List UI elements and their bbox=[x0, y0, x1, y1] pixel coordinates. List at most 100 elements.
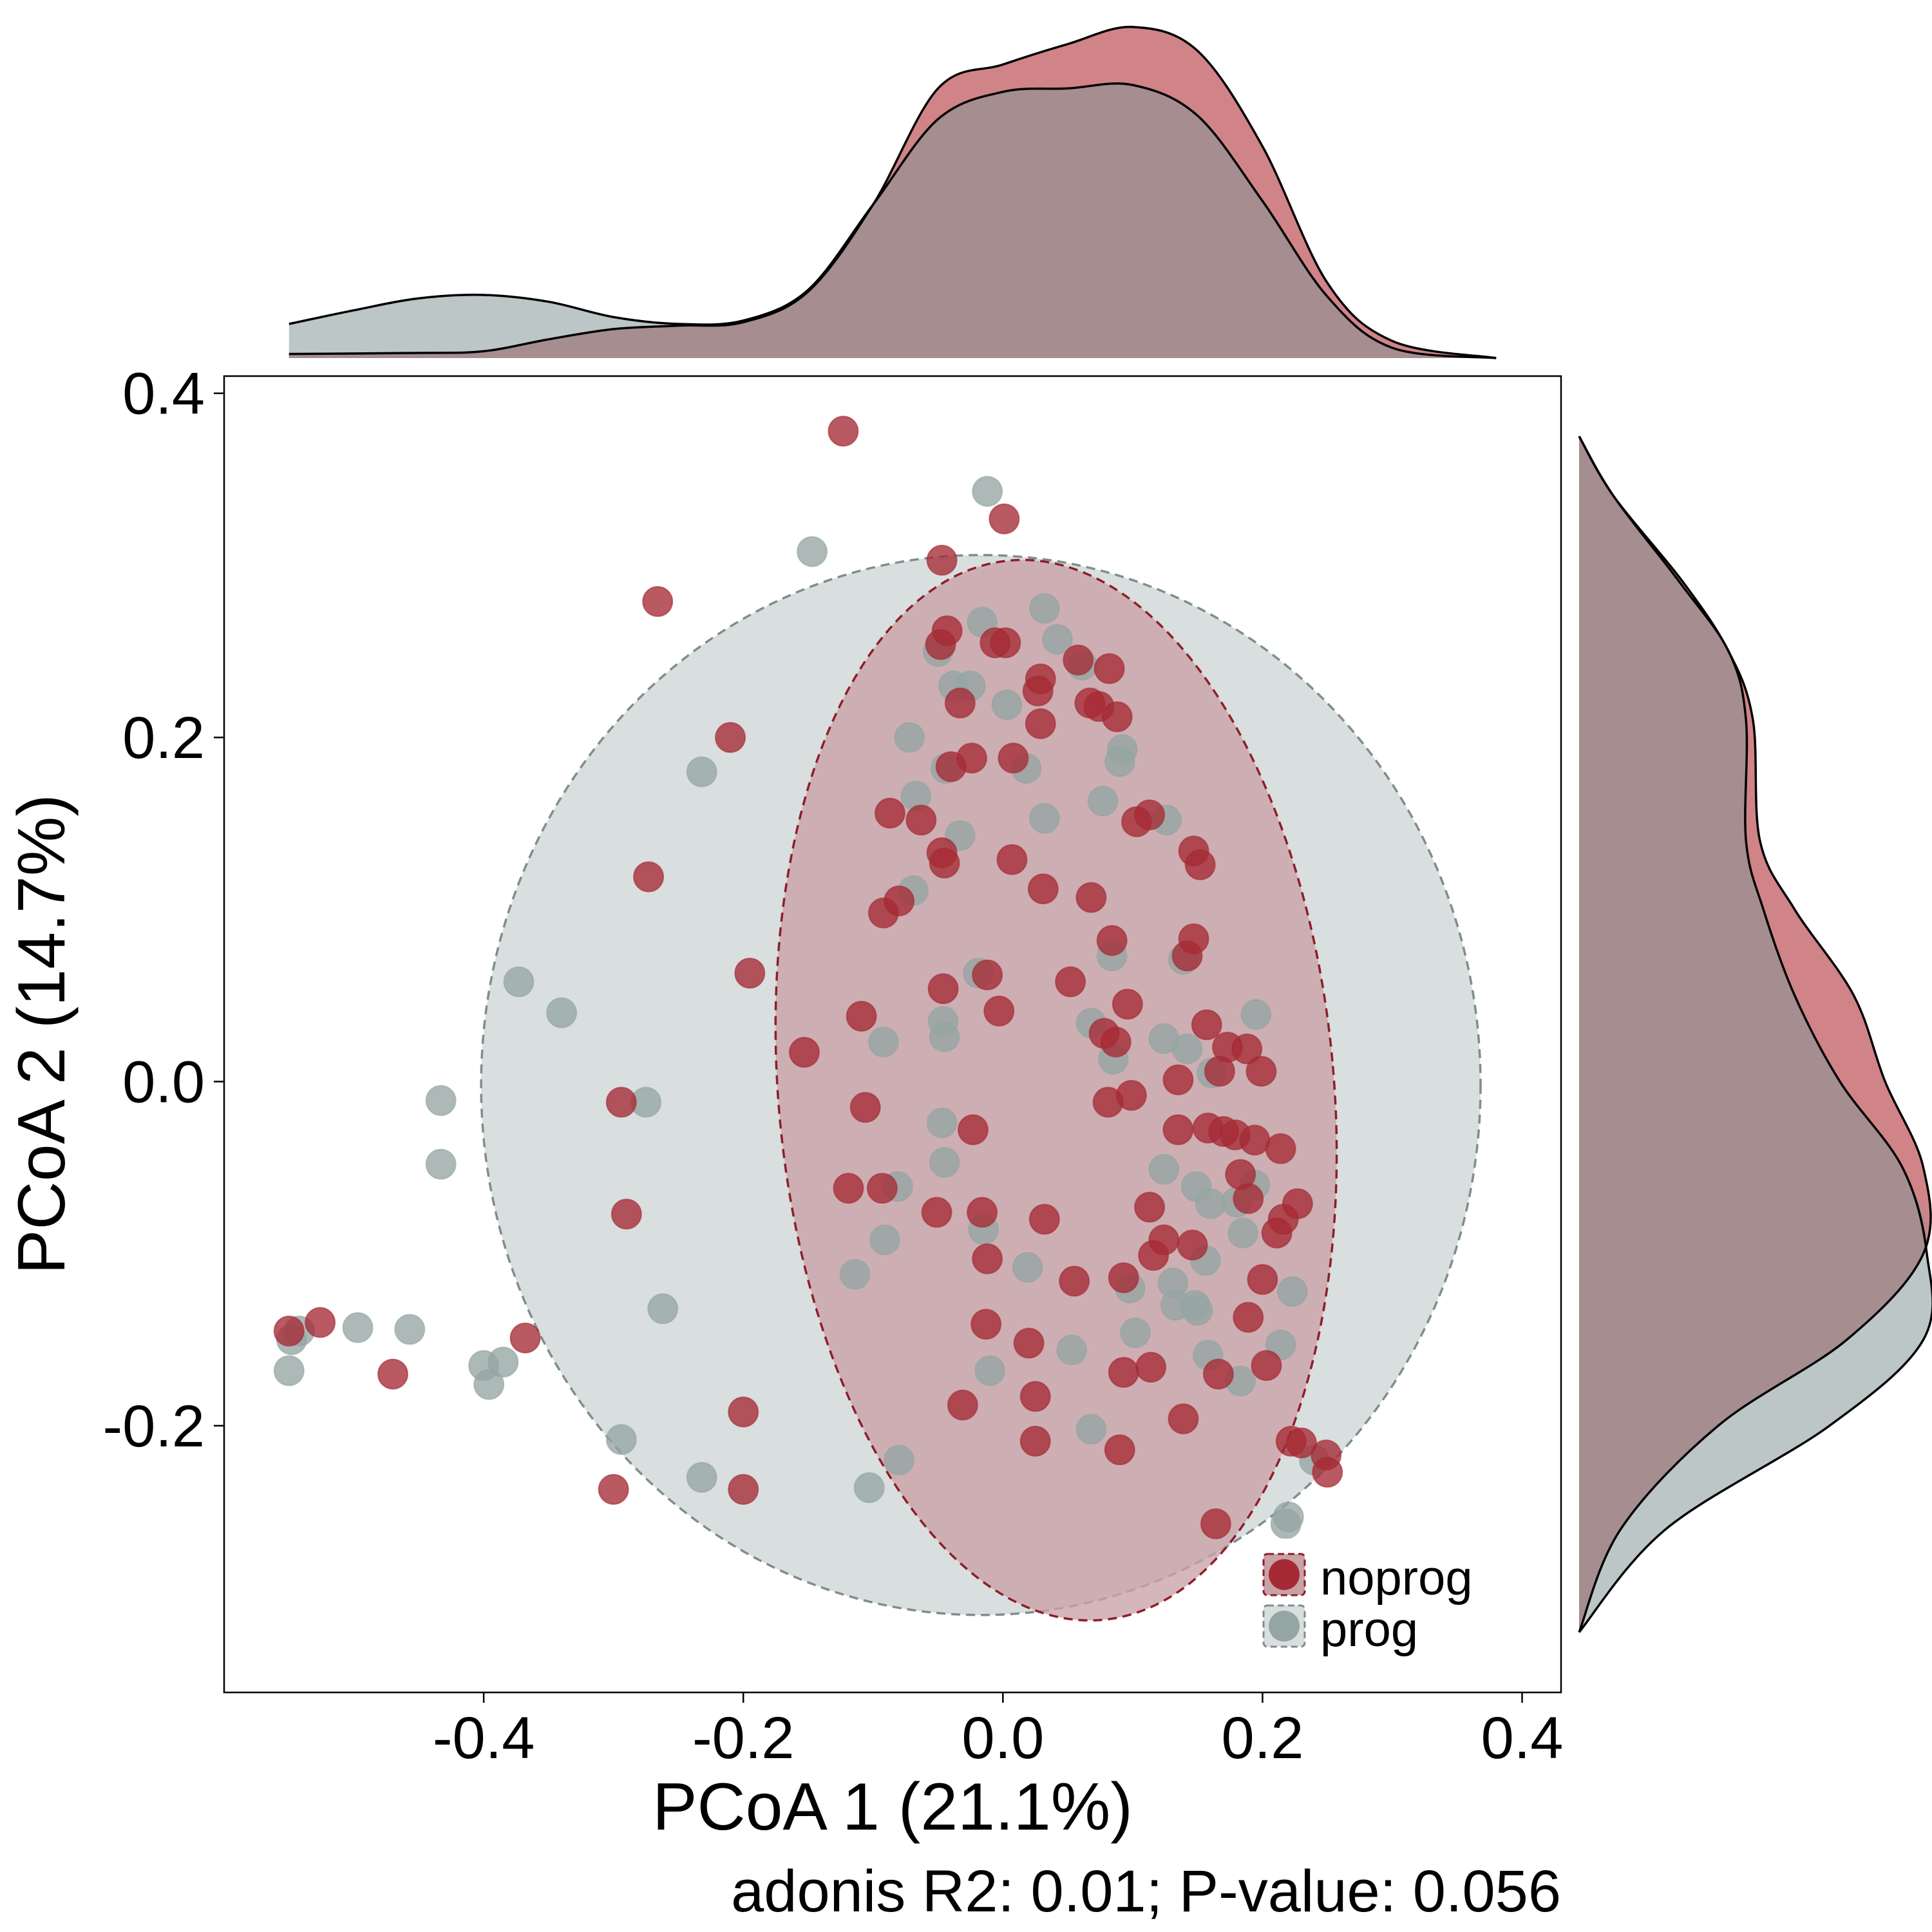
point-noprog bbox=[1028, 1204, 1060, 1235]
point-noprog bbox=[1261, 1217, 1293, 1249]
axes: -0.4 -0.2 0.0 0.2 0.4 -0.2 0.0 0.2 0.4 bbox=[102, 361, 1563, 1771]
point-noprog bbox=[605, 1086, 637, 1118]
point-noprog bbox=[1265, 1133, 1296, 1164]
point-prog bbox=[1041, 623, 1073, 655]
legend-label-prog: prog bbox=[1320, 1602, 1418, 1657]
point-prog bbox=[884, 1444, 915, 1476]
y-tick-label: 0.0 bbox=[122, 1049, 205, 1115]
point-prog bbox=[1148, 1153, 1180, 1185]
point-prog bbox=[1028, 592, 1060, 624]
point-noprog bbox=[983, 995, 1015, 1027]
point-noprog bbox=[944, 687, 976, 719]
point-noprog bbox=[967, 1197, 998, 1228]
right-density-line-prog bbox=[1578, 435, 1932, 1633]
point-noprog bbox=[927, 973, 959, 1005]
point-noprog bbox=[1239, 1124, 1271, 1156]
point-prog bbox=[342, 1312, 374, 1343]
point-noprog bbox=[957, 1114, 989, 1146]
legend: noprog prog bbox=[1244, 1539, 1473, 1657]
point-noprog bbox=[996, 844, 1028, 875]
x-tick-label: 0.0 bbox=[961, 1705, 1044, 1771]
point-noprog bbox=[715, 722, 746, 753]
point-noprog bbox=[1285, 1427, 1317, 1459]
right-density-plot bbox=[1578, 435, 1932, 1633]
point-noprog bbox=[1184, 849, 1216, 880]
point-noprog bbox=[990, 627, 1021, 659]
scatter-points bbox=[273, 415, 1343, 1540]
point-noprog bbox=[1108, 1262, 1139, 1294]
point-noprog bbox=[925, 629, 956, 660]
legend-label-noprog: noprog bbox=[1320, 1551, 1473, 1605]
point-prog bbox=[1195, 1188, 1226, 1220]
point-noprog bbox=[1104, 1434, 1135, 1466]
point-noprog bbox=[828, 415, 859, 447]
point-noprog bbox=[1027, 873, 1059, 905]
point-noprog bbox=[989, 503, 1020, 535]
point-prog bbox=[425, 1084, 457, 1116]
point-prog bbox=[546, 997, 578, 1028]
point-noprog bbox=[377, 1358, 409, 1390]
point-noprog bbox=[846, 1000, 877, 1032]
point-prog bbox=[1171, 1033, 1203, 1065]
point-noprog bbox=[971, 1309, 1002, 1340]
point-noprog bbox=[1094, 653, 1125, 685]
point-noprog bbox=[788, 1037, 820, 1068]
point-noprog bbox=[1108, 1357, 1139, 1388]
point-prog bbox=[1270, 1508, 1302, 1540]
y-tick-label: -0.2 bbox=[102, 1394, 205, 1459]
point-noprog bbox=[728, 1473, 759, 1505]
point-prog bbox=[1227, 1217, 1259, 1249]
point-prog bbox=[1119, 1317, 1151, 1349]
point-prog bbox=[503, 966, 535, 998]
point-noprog bbox=[598, 1473, 629, 1505]
x-tick-label: -0.2 bbox=[692, 1705, 795, 1771]
point-noprog bbox=[633, 861, 665, 893]
point-prog bbox=[488, 1346, 519, 1378]
x-tick-label: 0.2 bbox=[1221, 1705, 1303, 1771]
point-noprog bbox=[926, 544, 958, 576]
x-tick-label: -0.4 bbox=[433, 1705, 535, 1771]
point-noprog bbox=[929, 848, 960, 879]
point-noprog bbox=[273, 1315, 305, 1347]
point-noprog bbox=[1251, 1350, 1282, 1381]
point-noprog bbox=[1100, 1027, 1132, 1058]
point-prog bbox=[929, 1147, 960, 1179]
point-noprog bbox=[998, 743, 1029, 774]
point-prog bbox=[394, 1314, 426, 1345]
point-noprog bbox=[935, 751, 967, 782]
point-prog bbox=[869, 1224, 900, 1256]
point-prog bbox=[972, 476, 1003, 507]
point-noprog bbox=[1134, 1191, 1166, 1223]
point-noprog bbox=[1233, 1302, 1264, 1333]
point-noprog bbox=[728, 1396, 759, 1428]
point-noprog bbox=[833, 1173, 864, 1204]
point-noprog bbox=[1204, 1056, 1235, 1087]
point-prog bbox=[1182, 1294, 1213, 1326]
point-noprog bbox=[305, 1307, 336, 1338]
point-noprog bbox=[1312, 1456, 1343, 1488]
point-noprog bbox=[1247, 1264, 1278, 1295]
point-noprog bbox=[905, 804, 937, 836]
point-noprog bbox=[734, 958, 766, 989]
x-tick-label: 0.4 bbox=[1481, 1705, 1564, 1771]
point-noprog bbox=[849, 1092, 881, 1123]
point-prog bbox=[1240, 999, 1272, 1030]
point-noprog bbox=[1231, 1033, 1263, 1065]
point-noprog bbox=[1245, 1056, 1277, 1087]
point-noprog bbox=[972, 959, 1003, 990]
point-noprog bbox=[1134, 799, 1166, 831]
adonis-annotation: adonis R2: 0.01; P-value: 0.056 bbox=[731, 1859, 1561, 1924]
point-prog bbox=[867, 1027, 899, 1058]
point-noprog bbox=[1092, 1086, 1124, 1118]
point-noprog bbox=[1171, 940, 1203, 972]
point-prog bbox=[473, 1368, 505, 1400]
point-noprog bbox=[1013, 1327, 1045, 1359]
point-noprog bbox=[509, 1322, 541, 1354]
point-noprog bbox=[1168, 1403, 1199, 1435]
point-prog bbox=[974, 1355, 1006, 1387]
top-density-line-prog bbox=[289, 82, 1497, 359]
point-noprog bbox=[1059, 1265, 1090, 1297]
point-noprog bbox=[1162, 1114, 1194, 1146]
point-prog bbox=[926, 1107, 958, 1139]
